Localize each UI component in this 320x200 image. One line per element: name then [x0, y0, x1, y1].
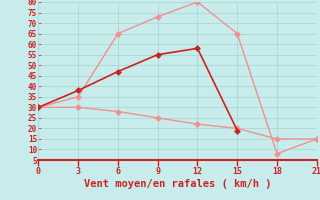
- X-axis label: Vent moyen/en rafales ( km/h ): Vent moyen/en rafales ( km/h ): [84, 179, 271, 189]
